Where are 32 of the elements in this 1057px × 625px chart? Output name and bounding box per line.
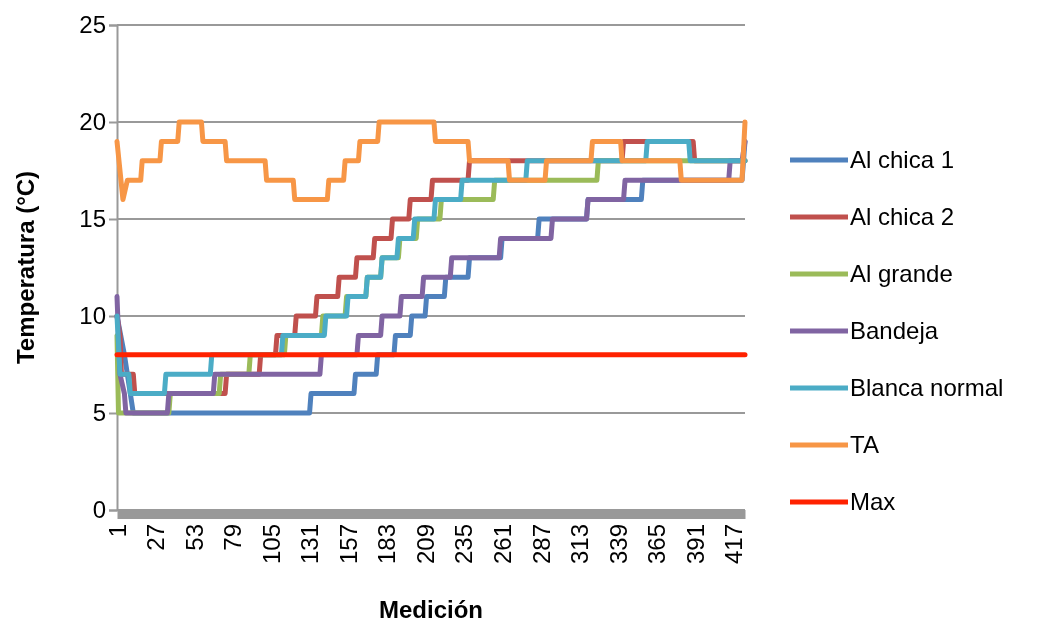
y-tick-label: 15 (79, 205, 106, 233)
legend-label: Blanca normal (850, 374, 1004, 402)
legend-label: Al chica 1 (850, 146, 955, 174)
y-tick-label: 25 (79, 11, 106, 39)
x-tick-label: 261 (488, 524, 516, 565)
legend-label: Bandeja (850, 317, 939, 345)
legend-label: Max (850, 488, 896, 516)
y-tick-label: 10 (79, 302, 106, 330)
legend-label: TA (850, 431, 879, 459)
x-tick-label: 339 (604, 524, 632, 565)
x-tick-label: 417 (720, 524, 748, 565)
x-tick-label: 53 (180, 524, 208, 551)
legend-label: Al chica 2 (850, 203, 955, 231)
x-tick-label: 287 (527, 524, 555, 565)
y-tick-label: 5 (92, 399, 106, 427)
y-tick-label: 20 (79, 108, 106, 136)
x-tick-label: 157 (334, 524, 362, 565)
legend-label: Al grande (850, 260, 953, 288)
x-tick-label: 183 (373, 524, 401, 565)
x-tick-label: 79 (219, 524, 247, 551)
x-tick-label: 105 (257, 524, 285, 565)
y-tick-label: 0 (92, 496, 106, 524)
x-tick-label: 235 (450, 524, 478, 565)
x-tick-label: 131 (296, 524, 324, 565)
x-tick-label: 365 (643, 524, 671, 565)
x-tick-label: 27 (142, 524, 170, 551)
x-tick-label: 391 (681, 524, 709, 565)
x-axis-title: Medición (378, 596, 484, 623)
x-tick-label: 1 (103, 524, 131, 538)
x-tick-label: 209 (411, 524, 439, 565)
x-tick-label: 313 (566, 524, 594, 565)
y-axis-title: Temperatura (°C) (12, 170, 39, 365)
